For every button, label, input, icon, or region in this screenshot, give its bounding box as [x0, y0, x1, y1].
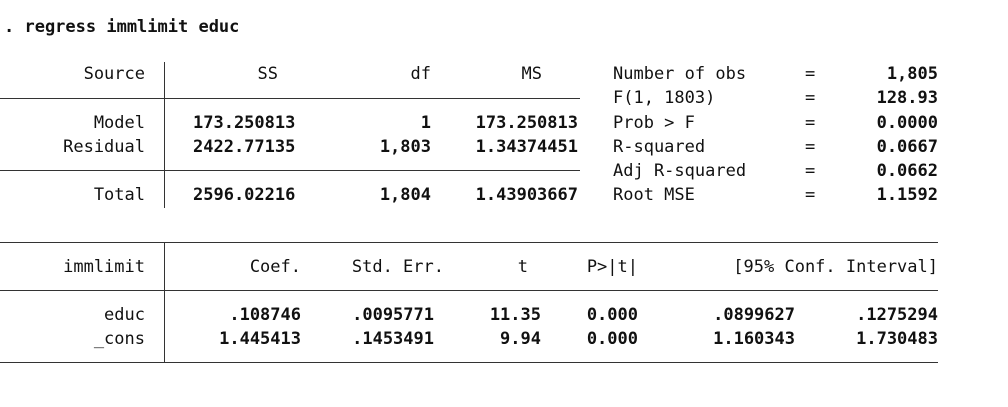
coef-header-var: immlimit — [63, 257, 145, 277]
coef-bottom-rule — [0, 362, 938, 363]
stat-eq-r2: = — [805, 137, 816, 157]
coef-row-educ-ci-low: .0899627 — [713, 305, 795, 325]
coef-row-educ-coef: .108746 — [229, 305, 301, 325]
coef-row-cons-t: 9.94 — [500, 329, 541, 349]
anova-row-model-ss: 173.250813 — [193, 113, 296, 133]
anova-header-ss: SS — [257, 64, 278, 84]
coef-top-rule — [0, 242, 938, 243]
coef-row-cons-coef: 1.445413 — [219, 329, 301, 349]
anova-row-total-df: 1,804 — [379, 185, 431, 205]
coef-header-se: Std. Err. — [351, 257, 444, 277]
stat-value-f: 128.93 — [876, 88, 938, 108]
stat-eq-prob: = — [805, 113, 816, 133]
stat-label-adjr2: Adj R-squared — [613, 161, 747, 181]
coef-row-educ-ci-high: .1275294 — [856, 305, 938, 325]
stat-label-f: F(1, 1803) — [613, 88, 716, 108]
stat-value-nobs: 1,805 — [886, 64, 938, 84]
coef-row-cons-ci-low: 1.160343 — [713, 329, 795, 349]
anova-header-source: Source — [83, 64, 145, 84]
anova-row-total-ss: 2596.02216 — [193, 185, 296, 205]
stat-value-rmse: 1.1592 — [876, 185, 938, 205]
anova-header-ms: MS — [521, 64, 542, 84]
coef-column-divider — [164, 242, 165, 362]
stat-label-r2: R-squared — [613, 137, 706, 157]
anova-column-divider — [164, 62, 165, 208]
coef-header-ci: [95% Conf. Interval] — [733, 257, 938, 277]
stat-eq-f: = — [805, 88, 816, 108]
anova-row-total-source: Total — [93, 185, 145, 205]
coef-row-educ-t: 11.35 — [489, 305, 541, 325]
anova-row-total-ms: 1.43903667 — [475, 185, 578, 205]
anova-row-model-source: Model — [93, 113, 145, 133]
anova-row-model-ms: 173.250813 — [475, 113, 578, 133]
coef-row-educ-p: 0.000 — [586, 305, 638, 325]
stat-value-r2: 0.0667 — [876, 137, 938, 157]
coef-row-educ-se: .0095771 — [352, 305, 434, 325]
anova-row-residual-source: Residual — [63, 137, 145, 157]
anova-row-residual-ss: 2422.77135 — [193, 137, 296, 157]
coef-header-rule — [0, 290, 938, 291]
stat-label-nobs: Number of obs — [613, 64, 747, 84]
stat-label-prob: Prob > F — [613, 113, 695, 133]
stat-eq-rmse: = — [805, 185, 816, 205]
anova-header-df: df — [410, 64, 431, 84]
stat-eq-adjr2: = — [805, 161, 816, 181]
anova-row-model-df: 1 — [420, 113, 431, 133]
coef-row-cons-ci-high: 1.730483 — [856, 329, 938, 349]
stat-value-prob: 0.0000 — [876, 113, 938, 133]
anova-total-rule — [0, 170, 580, 171]
coef-header-t: t — [517, 257, 528, 277]
coef-header-p: P>|t| — [586, 257, 638, 277]
coef-row-cons-var: _cons — [93, 329, 145, 349]
coef-row-cons-p: 0.000 — [586, 329, 638, 349]
stat-label-rmse: Root MSE — [613, 185, 695, 205]
coef-row-educ-var: educ — [104, 305, 145, 325]
anova-row-residual-ms: 1.34374451 — [475, 137, 578, 157]
stat-value-adjr2: 0.0662 — [876, 161, 938, 181]
anova-row-residual-df: 1,803 — [379, 137, 431, 157]
coef-header-coef: Coef. — [249, 257, 301, 277]
command-line: . regress immlimit educ — [4, 17, 240, 37]
anova-header-rule — [0, 98, 580, 99]
stat-eq-nobs: = — [805, 64, 816, 84]
coef-row-cons-se: .1453491 — [352, 329, 434, 349]
